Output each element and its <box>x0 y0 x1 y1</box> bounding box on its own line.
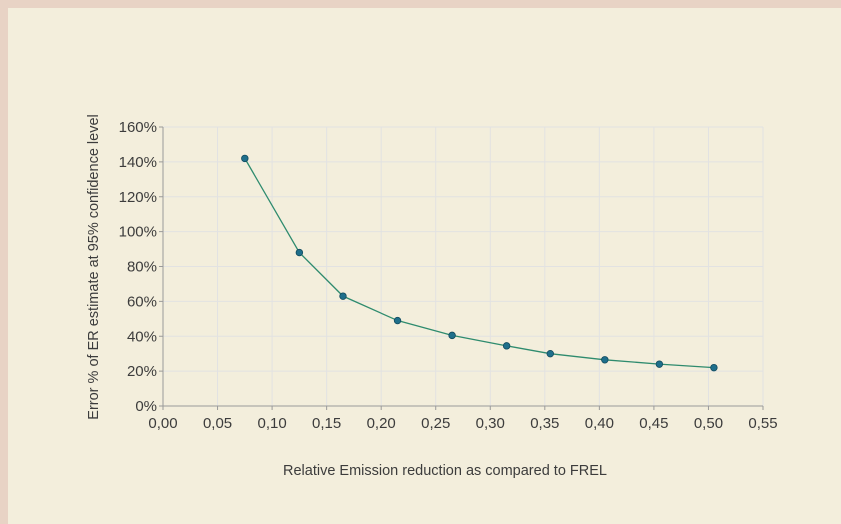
data-point <box>339 292 347 300</box>
x-tick-label: 0,20 <box>367 415 396 432</box>
data-point <box>393 316 402 325</box>
x-tick-label: 0,25 <box>421 415 450 432</box>
data-point <box>295 248 304 257</box>
y-tick-label: 140% <box>119 154 157 171</box>
data-point <box>655 360 664 368</box>
data-point <box>241 154 249 163</box>
x-tick-label: 0,35 <box>530 415 559 432</box>
data-point <box>710 363 718 372</box>
y-tick-label: 160% <box>119 119 157 136</box>
axes <box>159 126 764 410</box>
series <box>241 154 718 372</box>
x-tick-label: 0,00 <box>148 415 177 432</box>
series-line <box>244 158 714 369</box>
x-tick-labels: 0,00 0,05 0,10 0,15 0,20 0,25 0,30 0,35 0,40 0,45… <box>148 415 777 432</box>
x-tick-label: 0,55 <box>748 415 777 432</box>
y-tick-label: 100% <box>119 224 157 241</box>
x-axis-title: Relative Emission reduction as compared … <box>283 463 607 479</box>
y-tick-label: 40% <box>127 328 157 345</box>
grid <box>163 126 764 406</box>
data-point <box>502 342 511 350</box>
x-tick-label: 0,40 <box>585 415 614 432</box>
x-tick-label: 0,10 <box>257 415 286 432</box>
y-tick-label: 0% <box>135 398 157 415</box>
x-tick-label: 0,05 <box>203 415 232 432</box>
x-tick-label: 0,30 <box>476 415 505 432</box>
x-tick-label: 0,45 <box>639 415 668 432</box>
y-tick-label: 80% <box>127 259 157 276</box>
x-tick-label: 0,50 <box>694 415 723 432</box>
x-tick-label: 0,15 <box>312 415 341 432</box>
y-tick-label: 60% <box>127 293 157 310</box>
y-axis-title: Error % of ER estimate at 95% confidence… <box>86 114 102 419</box>
data-point <box>448 331 456 340</box>
y-tick-labels: 0% 20% 40% 60% 80% 100% 120% 140% 160% <box>119 119 157 415</box>
data-point <box>601 356 609 364</box>
y-tick-label: 120% <box>119 189 157 206</box>
y-tick-label: 20% <box>127 363 157 380</box>
data-point <box>546 349 554 358</box>
